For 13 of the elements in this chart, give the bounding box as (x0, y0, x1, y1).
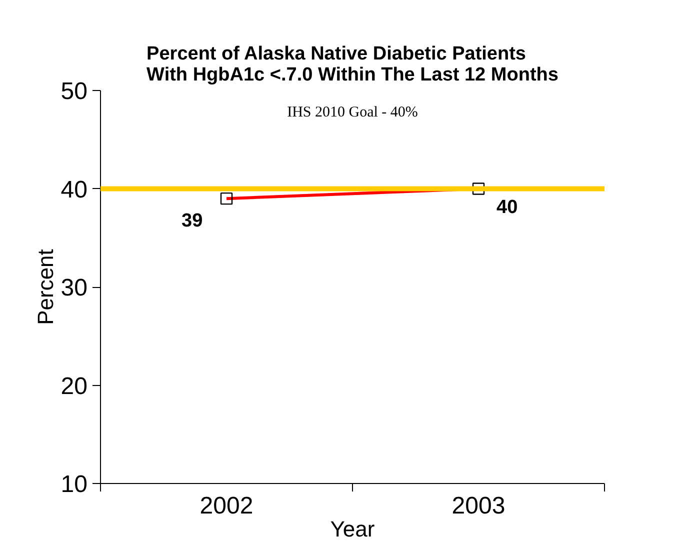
annotation: IHS 2010 Goal - 40% (287, 104, 418, 120)
data-label: 39 (182, 210, 203, 232)
y-tick-label: 10 (60, 471, 88, 498)
y-tick-label: 40 (60, 176, 88, 204)
x-axis-title: Year (330, 516, 375, 542)
y-tick-label: 50 (60, 78, 88, 105)
y-tick-label: 20 (60, 372, 88, 400)
data-label: 40 (496, 196, 518, 218)
x-tick-label: 2003 (452, 492, 506, 520)
chart-title: Percent of Alaska Native Diabetic Patients With HgbA1c <.7.0 Within The Last 12 Months (146, 44, 558, 86)
y-axis-title: Percent (32, 249, 58, 325)
y-tick-label: 30 (60, 274, 88, 302)
x-tick-label: 2002 (200, 492, 254, 520)
